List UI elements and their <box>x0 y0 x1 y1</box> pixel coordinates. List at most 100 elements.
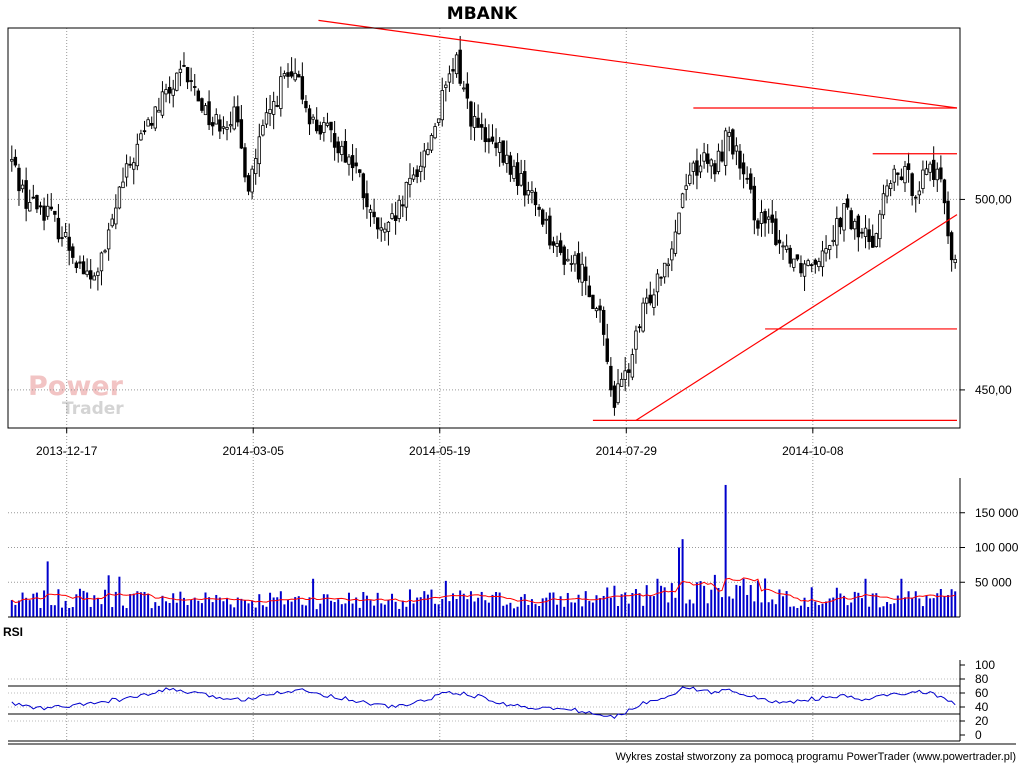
volume-bar <box>738 585 741 617</box>
candle <box>594 306 599 318</box>
candle <box>444 81 448 102</box>
candle <box>641 297 645 333</box>
volume-bar <box>868 606 871 617</box>
candle <box>103 248 107 254</box>
trendline <box>318 19 958 109</box>
candle <box>322 116 326 142</box>
volume-bar <box>452 593 455 617</box>
volume-bar <box>211 602 214 617</box>
volume-bar <box>269 592 272 617</box>
candle <box>210 116 215 136</box>
volume-bar <box>111 607 114 617</box>
candle <box>347 154 351 176</box>
volume-bar <box>617 606 620 617</box>
volume-bar <box>161 595 164 617</box>
candle <box>157 97 161 113</box>
volume-bar <box>591 602 594 617</box>
volume-bar <box>886 602 889 617</box>
candle <box>81 255 86 275</box>
candle <box>472 102 477 141</box>
volume-bar <box>634 589 637 617</box>
candle <box>365 180 369 219</box>
volume-bar <box>771 599 774 617</box>
candle <box>92 272 96 281</box>
volume-bar <box>308 597 311 617</box>
candle <box>480 112 484 140</box>
candle <box>935 162 939 192</box>
candle <box>810 263 814 273</box>
candle <box>569 255 574 272</box>
volume-bars <box>10 484 957 617</box>
x-tick-label: 2014-05-19 <box>409 444 471 458</box>
candle <box>648 281 653 306</box>
candle <box>325 112 330 128</box>
volume-bar <box>247 603 250 617</box>
candle <box>634 325 638 364</box>
volume-bar <box>710 589 713 617</box>
volume-bar <box>595 595 598 617</box>
candle <box>318 121 322 140</box>
volume-bar <box>681 539 684 617</box>
candle <box>153 106 157 132</box>
volume-bar <box>950 589 953 617</box>
candle <box>562 244 566 276</box>
volume-bar <box>810 587 813 617</box>
volume-bar <box>401 600 404 617</box>
candle <box>60 226 64 247</box>
volume-bar <box>229 604 232 617</box>
volume-bar <box>53 605 56 617</box>
volume-bar <box>46 561 49 617</box>
volume-bar <box>642 605 645 617</box>
candle <box>17 163 21 206</box>
watermark-line1: Power <box>28 371 124 402</box>
volume-bar <box>857 592 860 617</box>
volume-bar <box>860 598 863 617</box>
volume-bar <box>523 594 526 617</box>
volume-bar <box>78 588 81 617</box>
candle <box>835 206 839 259</box>
volume-bar <box>943 596 946 617</box>
volume-bar <box>107 575 110 617</box>
candle <box>42 197 46 231</box>
volume-bar <box>86 592 89 617</box>
candle <box>99 251 104 286</box>
candle <box>637 324 642 333</box>
volume-bar <box>645 585 648 617</box>
volume-bar <box>656 578 659 617</box>
candle <box>698 154 703 179</box>
candle <box>469 100 473 140</box>
volume-bar <box>552 592 555 617</box>
candle <box>71 243 75 264</box>
candle <box>178 60 183 87</box>
candle <box>10 145 14 172</box>
volume-bar <box>728 596 731 617</box>
candle <box>501 140 505 166</box>
footer-credit: Wykres został stworzony za pomocą progra… <box>615 751 1016 763</box>
volume-bar <box>825 601 828 617</box>
volume-bar <box>222 601 225 617</box>
volume-bar <box>297 596 300 617</box>
candle <box>225 121 229 141</box>
rsi-y-tick-label: 60 <box>975 686 989 700</box>
candle <box>623 357 627 392</box>
candle <box>745 166 749 185</box>
volume-bar <box>631 593 634 617</box>
volume-bar <box>925 595 928 617</box>
candle <box>680 192 685 209</box>
candle <box>142 120 147 135</box>
candle <box>350 144 355 181</box>
volume-bar <box>756 580 759 617</box>
candle <box>429 133 434 153</box>
candle <box>526 181 531 204</box>
volume-bar <box>520 596 523 617</box>
volume-bar <box>495 592 498 617</box>
candle <box>221 116 226 135</box>
volume-bar <box>878 607 881 617</box>
candle <box>139 129 143 141</box>
volume-y-tick-label: 50 000 <box>975 575 1012 589</box>
candle <box>203 102 208 116</box>
volume-bar <box>179 591 182 617</box>
candle <box>598 298 602 323</box>
candle <box>860 228 864 239</box>
candle <box>300 62 305 105</box>
